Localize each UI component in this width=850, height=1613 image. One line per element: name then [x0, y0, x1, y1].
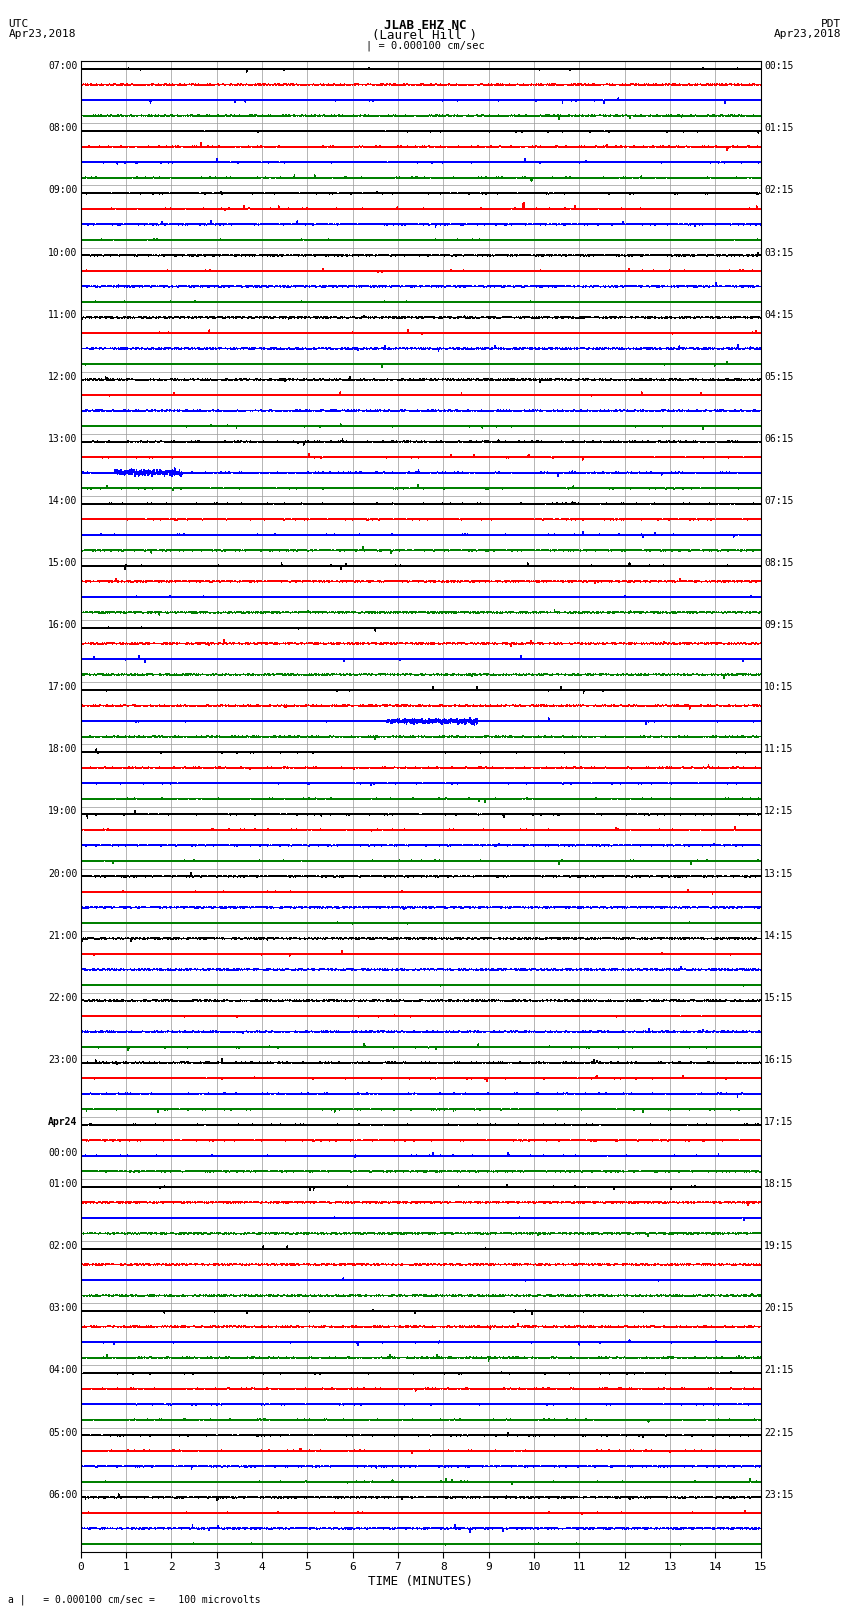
- Text: 07:00: 07:00: [48, 61, 77, 71]
- Text: 17:15: 17:15: [764, 1116, 794, 1127]
- Text: 02:15: 02:15: [764, 185, 794, 195]
- Text: PDT: PDT: [821, 19, 842, 29]
- Text: 10:00: 10:00: [48, 248, 77, 258]
- Text: 07:15: 07:15: [764, 497, 794, 506]
- Text: 15:15: 15:15: [764, 994, 794, 1003]
- Text: 12:15: 12:15: [764, 806, 794, 816]
- Text: 14:00: 14:00: [48, 497, 77, 506]
- Text: JLAB EHZ NC: JLAB EHZ NC: [383, 19, 467, 32]
- Text: 21:15: 21:15: [764, 1365, 794, 1376]
- Text: (Laurel Hill ): (Laurel Hill ): [372, 29, 478, 42]
- Text: 23:15: 23:15: [764, 1490, 794, 1500]
- Text: 18:00: 18:00: [48, 745, 77, 755]
- Text: 11:00: 11:00: [48, 310, 77, 319]
- Text: 21:00: 21:00: [48, 931, 77, 940]
- Text: 04:15: 04:15: [764, 310, 794, 319]
- Text: a |   = 0.000100 cm/sec =    100 microvolts: a | = 0.000100 cm/sec = 100 microvolts: [8, 1594, 261, 1605]
- Text: 22:15: 22:15: [764, 1428, 794, 1437]
- Text: 15:00: 15:00: [48, 558, 77, 568]
- Text: 08:15: 08:15: [764, 558, 794, 568]
- Text: 12:00: 12:00: [48, 373, 77, 382]
- Text: 16:15: 16:15: [764, 1055, 794, 1065]
- Text: 09:15: 09:15: [764, 621, 794, 631]
- Text: 04:00: 04:00: [48, 1365, 77, 1376]
- Text: | = 0.000100 cm/sec: | = 0.000100 cm/sec: [366, 40, 484, 52]
- Text: 10:15: 10:15: [764, 682, 794, 692]
- Text: 13:00: 13:00: [48, 434, 77, 444]
- Text: 16:00: 16:00: [48, 621, 77, 631]
- Text: 08:00: 08:00: [48, 124, 77, 134]
- Text: 02:00: 02:00: [48, 1242, 77, 1252]
- Text: Apr23,2018: Apr23,2018: [8, 29, 76, 39]
- Text: Apr23,2018: Apr23,2018: [774, 29, 842, 39]
- X-axis label: TIME (MINUTES): TIME (MINUTES): [368, 1574, 473, 1587]
- Text: 22:00: 22:00: [48, 994, 77, 1003]
- Text: 20:15: 20:15: [764, 1303, 794, 1313]
- Text: 19:00: 19:00: [48, 806, 77, 816]
- Text: 13:15: 13:15: [764, 868, 794, 879]
- Text: Apr24: Apr24: [48, 1116, 77, 1127]
- Text: 01:15: 01:15: [764, 124, 794, 134]
- Text: UTC: UTC: [8, 19, 29, 29]
- Text: 17:00: 17:00: [48, 682, 77, 692]
- Text: 09:00: 09:00: [48, 185, 77, 195]
- Text: 19:15: 19:15: [764, 1242, 794, 1252]
- Text: 14:15: 14:15: [764, 931, 794, 940]
- Text: 05:15: 05:15: [764, 373, 794, 382]
- Text: 03:00: 03:00: [48, 1303, 77, 1313]
- Text: 18:15: 18:15: [764, 1179, 794, 1189]
- Text: 06:00: 06:00: [48, 1490, 77, 1500]
- Text: 00:15: 00:15: [764, 61, 794, 71]
- Text: 03:15: 03:15: [764, 248, 794, 258]
- Text: 20:00: 20:00: [48, 868, 77, 879]
- Text: 00:00: 00:00: [48, 1148, 77, 1158]
- Text: 23:00: 23:00: [48, 1055, 77, 1065]
- Text: 06:15: 06:15: [764, 434, 794, 444]
- Text: 01:00: 01:00: [48, 1179, 77, 1189]
- Text: 05:00: 05:00: [48, 1428, 77, 1437]
- Text: 11:15: 11:15: [764, 745, 794, 755]
